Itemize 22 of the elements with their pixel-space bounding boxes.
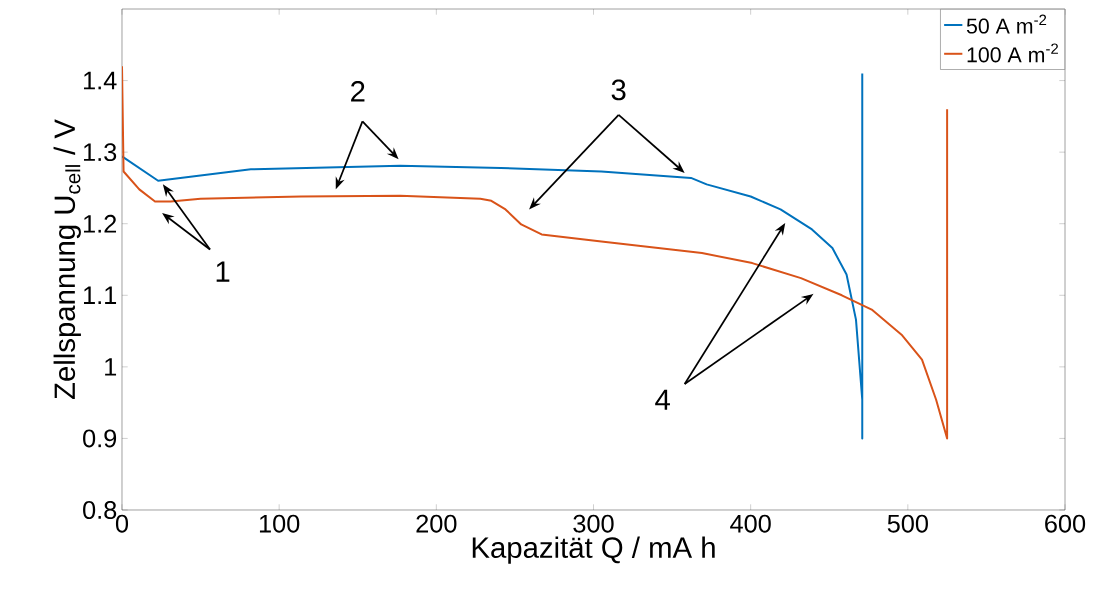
x-tick-label: 300 — [573, 514, 614, 533]
annotation: 2 — [351, 81, 365, 102]
annotation: 3 — [611, 79, 626, 101]
y-tick-label: 1.3 — [84, 143, 117, 162]
x-tick-label: 600 — [1045, 514, 1086, 533]
x-axis-title: Kapazität Q / mA h — [472, 536, 715, 564]
annotation: 4 — [655, 389, 670, 410]
y-tick-label: 1.2 — [84, 214, 117, 233]
y-tick-label: 1 — [105, 358, 117, 376]
x-tick-label: 0 — [115, 514, 129, 533]
x-tick-label: 100 — [259, 514, 300, 533]
y-tick-label: 1.1 — [84, 286, 117, 304]
y-tick-label: 1.4 — [84, 71, 117, 90]
x-tick-label: 400 — [730, 514, 771, 533]
legend-label: 50 A m$^{-2}$ — [966, 14, 1047, 34]
annotation: 1 — [216, 261, 230, 282]
x-tick-label: 500 — [887, 514, 928, 533]
y-tick-label: 0.9 — [83, 429, 117, 448]
y-axis-title: Zellspannung U$_{cell}$ / V — [53, 119, 81, 400]
x-tick-label: 200 — [416, 514, 457, 533]
y-tick-label: 0.8 — [83, 501, 117, 519]
legend-label: 100 A m$^{-2}$ — [967, 43, 1058, 63]
